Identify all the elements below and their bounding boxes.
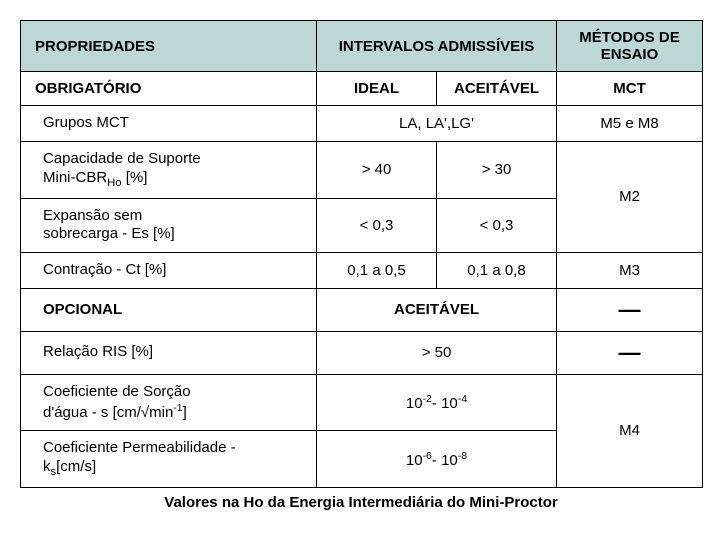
row-coef-sorcao: Coeficiente de Sorção d'água - s [cm/√mi… <box>21 374 703 431</box>
label-coef-sorcao: Coeficiente de Sorção d'água - s [cm/√mi… <box>21 374 317 431</box>
ideal-expansao: < 0,3 <box>317 198 437 253</box>
label-coef-perm-l1: Coeficiente Permeabilidade - <box>43 439 236 456</box>
spec-table: PROPRIEDADES INTERVALOS ADMISSÍVEIS MÉTO… <box>20 20 703 488</box>
label-coef-sorcao-l2-pre: d'água - s [cm/√min <box>43 404 173 421</box>
perm-s2: -8 <box>458 450 467 462</box>
subheader-aceitavel: ACEITÁVEL <box>437 72 557 106</box>
row-relacao-ris: Relação RIS [%] > 50 — <box>21 331 703 374</box>
label-coef-sorcao-l2-post: ] <box>183 404 187 421</box>
label-coef-sorcao-sup: -1 <box>173 402 182 414</box>
label-coef-perm-l2-post: [cm/s] <box>56 458 96 475</box>
label-expansao: Expansão sem sobrecarga - Es [%] <box>21 198 317 253</box>
row-contracao: Contração - Ct [%] 0,1 a 0,5 0,1 a 0,8 M… <box>21 253 703 289</box>
label-capacidade-l2-post: [%] <box>122 169 148 186</box>
header-propriedades: PROPRIEDADES <box>21 21 317 72</box>
dash-relacao-ris: — <box>557 331 703 374</box>
label-contracao: Contração - Ct [%] <box>21 253 317 289</box>
sorcao-s2: -4 <box>458 393 467 405</box>
footnote: Valores na Ho da Energia Intermediária d… <box>20 494 702 511</box>
sorcao-v1: 10 <box>406 395 423 412</box>
header-metodos: MÉTODOS DE ENSAIO <box>557 21 703 72</box>
row-grupos-mct: Grupos MCT LA, LA',LG' M5 e M8 <box>21 106 703 142</box>
row-opcional: OPCIONAL ACEITÁVEL — <box>21 288 703 331</box>
ideal-capacidade: > 40 <box>317 141 437 198</box>
label-capacidade-sub: Ho <box>107 177 121 189</box>
sorcao-mid: - 10 <box>432 395 458 412</box>
label-capacidade: Capacidade de Suporte Mini-CBRHo [%] <box>21 141 317 198</box>
label-grupos-mct: Grupos MCT <box>21 106 317 142</box>
subheader-row: OBRIGATÓRIO IDEAL ACEITÁVEL MCT <box>21 72 703 106</box>
value-opcional: ACEITÁVEL <box>317 288 557 331</box>
label-expansao-l2: sobrecarga - Es [%] <box>43 225 175 242</box>
value-grupos-mct: LA, LA',LG' <box>317 106 557 142</box>
metodo-contracao: M3 <box>557 253 703 289</box>
subheader-mct: MCT <box>557 72 703 106</box>
label-opcional: OPCIONAL <box>21 288 317 331</box>
ideal-contracao: 0,1 a 0,5 <box>317 253 437 289</box>
perm-v1: 10 <box>406 452 423 469</box>
perm-mid: - 10 <box>432 452 458 469</box>
value-relacao-ris: > 50 <box>317 331 557 374</box>
row-capacidade: Capacidade de Suporte Mini-CBRHo [%] > 4… <box>21 141 703 198</box>
metodo-m4: M4 <box>557 374 703 487</box>
metodo-m2: M2 <box>557 141 703 252</box>
header-intervalos: INTERVALOS ADMISSÍVEIS <box>317 21 557 72</box>
sorcao-s1: -2 <box>423 393 432 405</box>
value-coef-sorcao: 10-2- 10-4 <box>317 374 557 431</box>
aceit-expansao: < 0,3 <box>437 198 557 253</box>
label-expansao-l1: Expansão sem <box>43 207 142 224</box>
subheader-obrigatorio: OBRIGATÓRIO <box>21 72 317 106</box>
header-row: PROPRIEDADES INTERVALOS ADMISSÍVEIS MÉTO… <box>21 21 703 72</box>
dash-opcional: — <box>557 288 703 331</box>
subheader-ideal: IDEAL <box>317 72 437 106</box>
label-capacidade-l2-pre: Mini-CBR <box>43 169 107 186</box>
aceit-contracao: 0,1 a 0,8 <box>437 253 557 289</box>
label-capacidade-l1: Capacidade de Suporte <box>43 150 201 167</box>
label-coef-perm: Coeficiente Permeabilidade - ks[cm/s] <box>21 431 317 488</box>
value-coef-perm: 10-6- 10-8 <box>317 431 557 488</box>
label-coef-sorcao-l1: Coeficiente de Sorção <box>43 383 191 400</box>
aceit-capacidade: > 30 <box>437 141 557 198</box>
metodo-grupos-mct: M5 e M8 <box>557 106 703 142</box>
label-relacao-ris: Relação RIS [%] <box>21 331 317 374</box>
label-coef-perm-l2-pre: k <box>43 458 51 475</box>
perm-s1: -6 <box>423 450 432 462</box>
